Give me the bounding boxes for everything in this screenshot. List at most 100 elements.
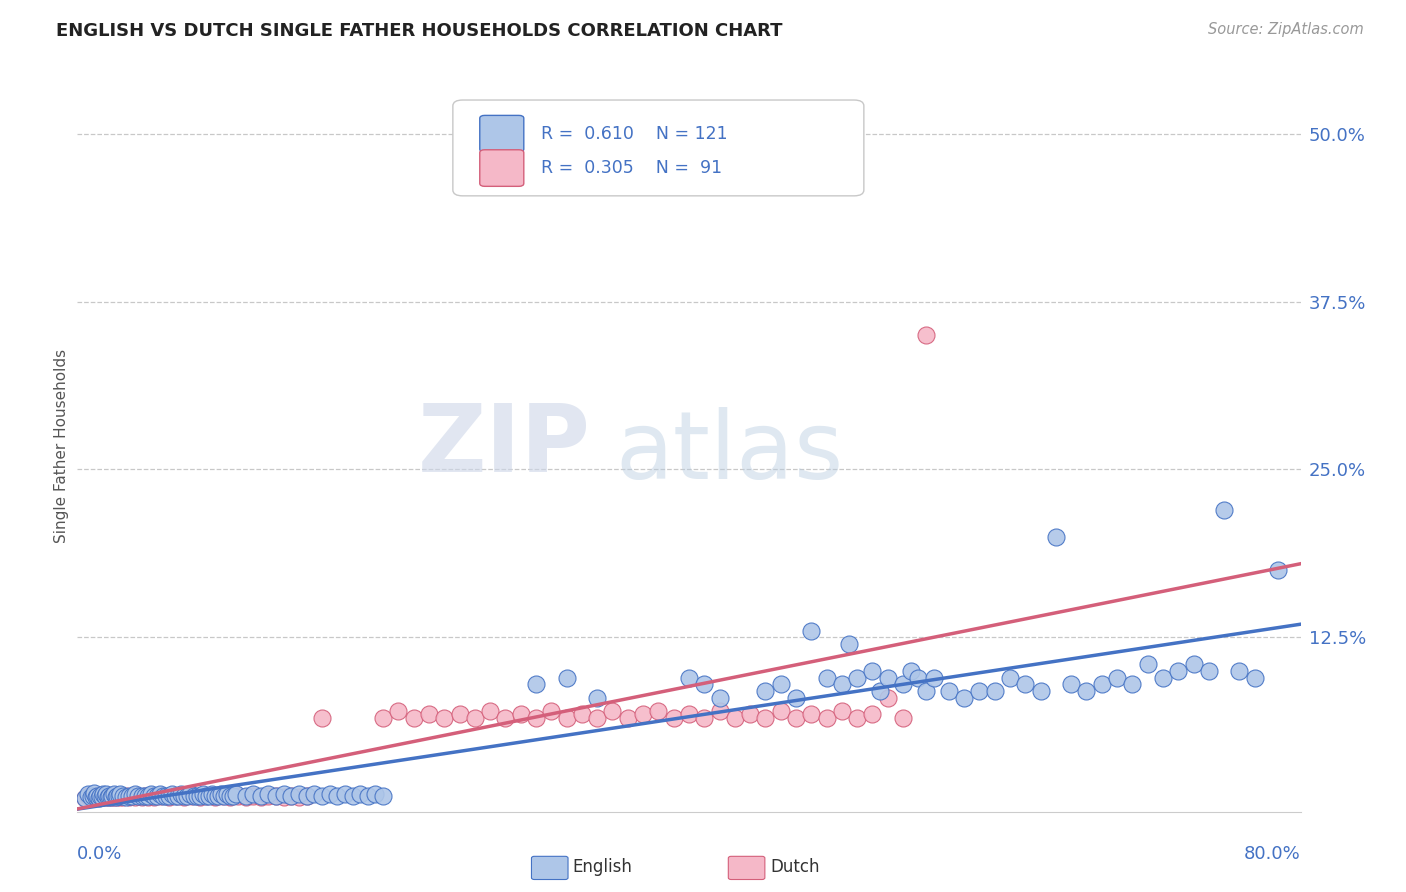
Point xyxy=(1121,677,1143,691)
Point xyxy=(318,787,340,801)
Text: atlas: atlas xyxy=(616,408,844,500)
Point xyxy=(86,789,108,803)
Point xyxy=(131,789,153,803)
Point xyxy=(433,711,456,725)
Point xyxy=(288,789,311,804)
Point xyxy=(121,789,143,803)
Point xyxy=(449,706,471,721)
Point xyxy=(82,789,104,803)
Point xyxy=(846,671,869,685)
Point xyxy=(139,787,162,801)
Point xyxy=(108,789,131,804)
Point xyxy=(87,789,110,804)
Point xyxy=(73,791,96,805)
Point xyxy=(204,789,226,804)
Point xyxy=(104,789,127,803)
Point xyxy=(273,787,295,801)
Point xyxy=(769,704,792,718)
Point xyxy=(1136,657,1159,671)
Point xyxy=(80,789,103,804)
Point xyxy=(121,789,143,803)
Point xyxy=(1167,664,1189,678)
Point xyxy=(173,789,195,803)
Point xyxy=(754,711,776,725)
Point xyxy=(1267,563,1289,577)
Point xyxy=(104,789,127,804)
Point xyxy=(96,787,118,801)
Point xyxy=(96,789,118,804)
Point xyxy=(540,704,562,718)
Point xyxy=(235,789,257,804)
Point xyxy=(311,711,333,725)
Point xyxy=(357,789,380,803)
Point xyxy=(724,711,747,725)
FancyBboxPatch shape xyxy=(479,150,524,186)
Point xyxy=(922,671,945,685)
Point xyxy=(1045,530,1067,544)
Point xyxy=(100,789,122,803)
Point xyxy=(82,789,104,804)
Point xyxy=(115,789,138,803)
Point xyxy=(198,789,221,803)
Point xyxy=(195,789,218,803)
Point xyxy=(891,711,914,725)
Point xyxy=(209,787,232,801)
Point xyxy=(91,787,114,801)
Point xyxy=(83,786,105,800)
Point xyxy=(107,789,129,803)
Text: ENGLISH VS DUTCH SINGLE FATHER HOUSEHOLDS CORRELATION CHART: ENGLISH VS DUTCH SINGLE FATHER HOUSEHOLD… xyxy=(56,22,783,40)
Point xyxy=(264,789,287,803)
Point xyxy=(785,690,807,705)
Point xyxy=(73,791,96,805)
Point xyxy=(402,711,425,725)
Point xyxy=(831,704,853,718)
Point xyxy=(167,789,190,803)
Point xyxy=(709,690,731,705)
Point xyxy=(740,706,762,721)
Point xyxy=(90,789,112,803)
Point xyxy=(555,711,578,725)
Point xyxy=(295,789,318,803)
Point xyxy=(709,704,731,718)
Point xyxy=(179,787,201,801)
Point xyxy=(83,789,105,803)
Point xyxy=(100,789,122,804)
Point xyxy=(800,624,823,638)
Point xyxy=(105,789,128,803)
Point xyxy=(1091,677,1114,691)
Point xyxy=(953,690,976,705)
Point xyxy=(838,637,860,651)
Point xyxy=(204,789,226,803)
Point xyxy=(891,677,914,691)
Point xyxy=(349,787,371,801)
Point xyxy=(342,789,364,803)
Point xyxy=(90,789,112,804)
Point xyxy=(464,711,486,725)
Point xyxy=(217,787,239,801)
Point xyxy=(617,711,640,725)
Point xyxy=(662,711,685,725)
Point xyxy=(571,706,593,721)
Point xyxy=(201,787,224,801)
Point xyxy=(998,671,1021,685)
Point xyxy=(311,789,333,803)
Point xyxy=(134,789,156,803)
Point xyxy=(84,789,107,804)
Text: Dutch: Dutch xyxy=(770,858,820,876)
Point xyxy=(101,789,124,803)
Point xyxy=(371,711,394,725)
Text: R =  0.610    N = 121: R = 0.610 N = 121 xyxy=(541,125,727,143)
Point xyxy=(219,789,242,803)
Point xyxy=(112,789,135,804)
Point xyxy=(98,789,121,803)
Point xyxy=(1229,664,1251,678)
Point xyxy=(288,787,311,801)
Point xyxy=(80,789,103,804)
Point xyxy=(86,789,108,803)
Point xyxy=(631,706,654,721)
Point xyxy=(509,706,531,721)
Point xyxy=(91,789,114,804)
Point xyxy=(101,789,124,804)
Point xyxy=(225,787,247,801)
Point xyxy=(264,789,287,803)
